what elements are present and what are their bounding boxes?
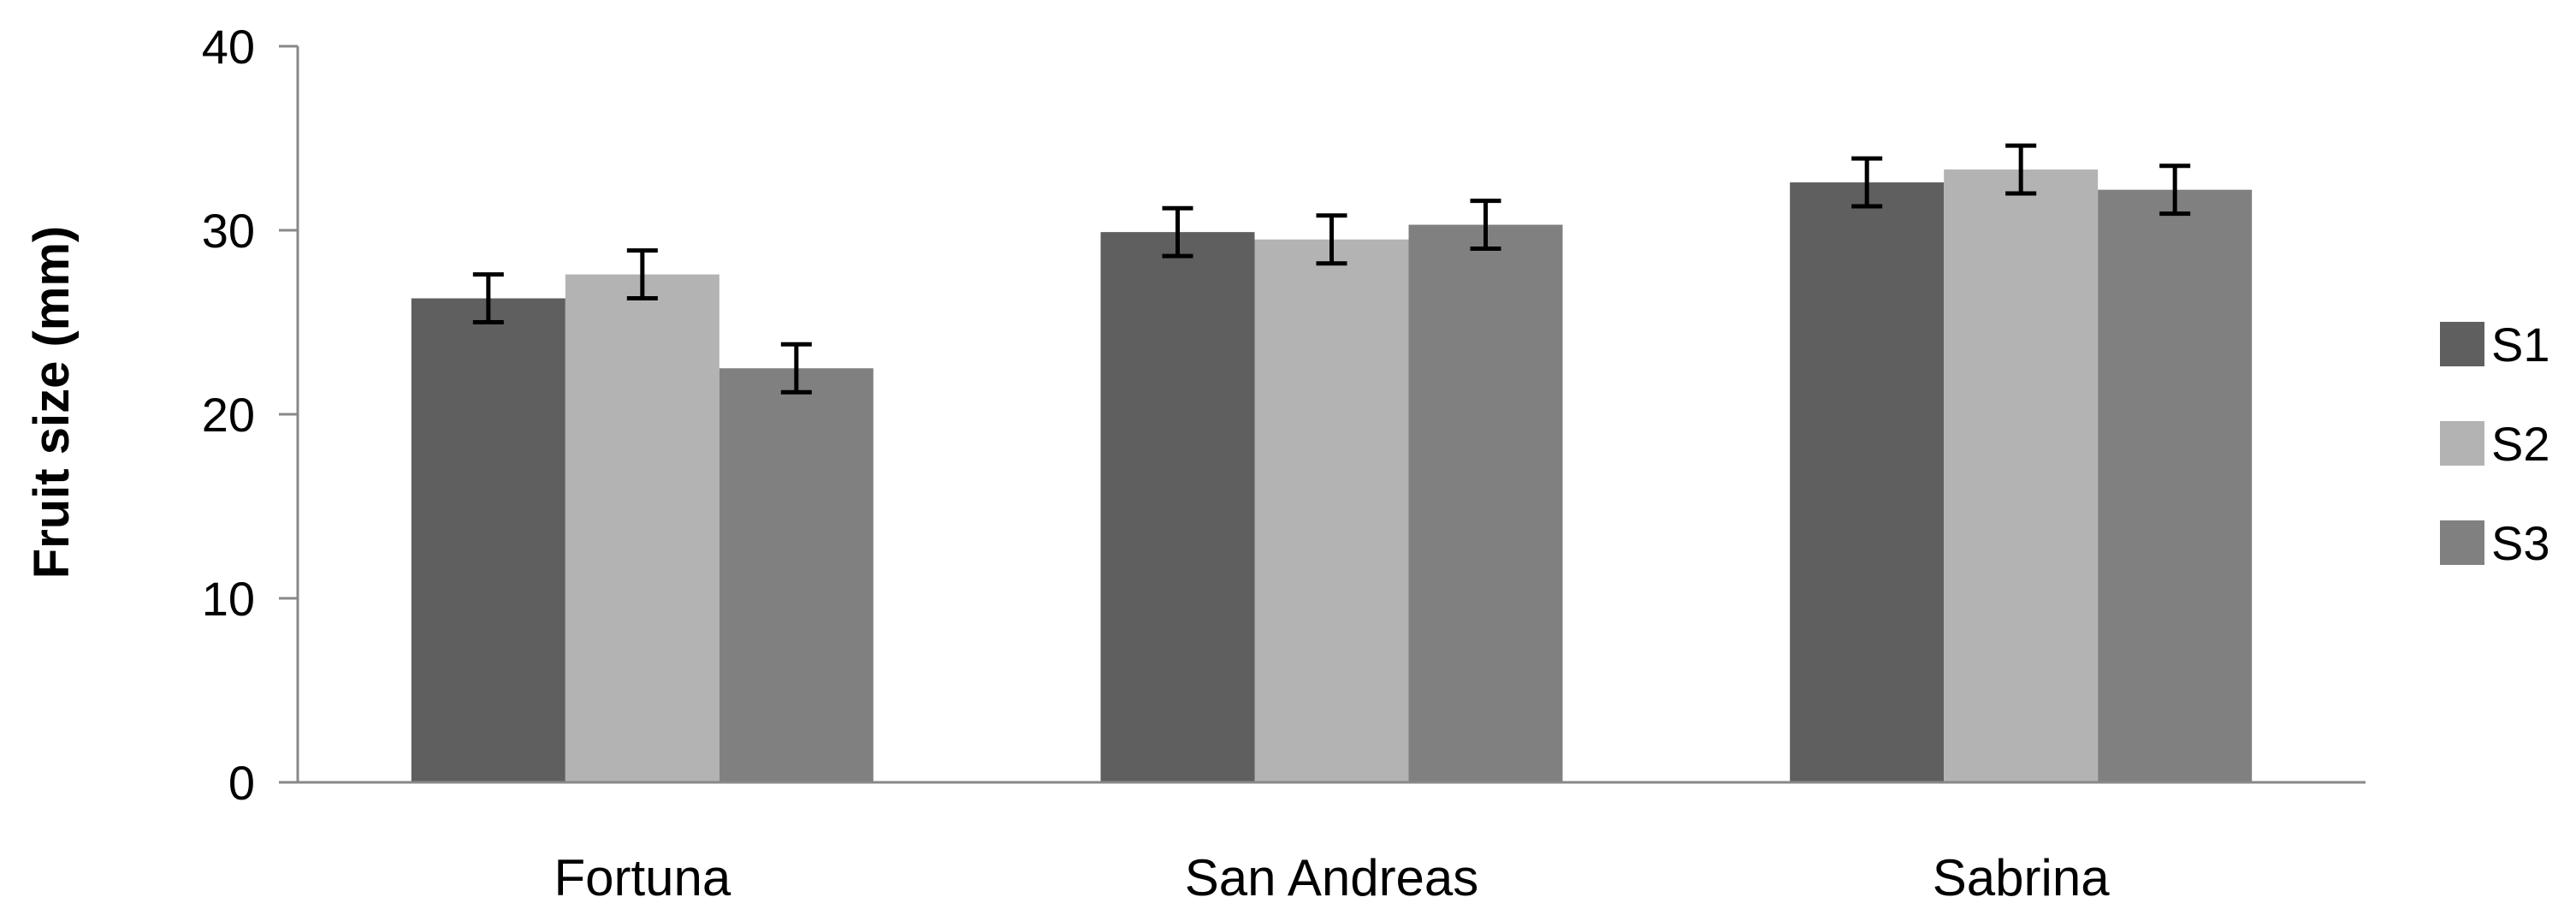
y-ticks-group: 0 10 20 30 40 bbox=[202, 20, 298, 810]
error-bars-group bbox=[472, 143, 2191, 395]
bar-s2-2 bbox=[1944, 169, 2099, 783]
bar-s1-0 bbox=[411, 298, 566, 782]
legend-swatch-s2 bbox=[2440, 421, 2484, 466]
bar-s2-1 bbox=[1254, 239, 1409, 782]
x-category-label-1: San Andreas bbox=[1185, 849, 1479, 906]
y-axis-title: Fruit size (mm) bbox=[24, 226, 80, 579]
bar-s3-0 bbox=[719, 368, 873, 782]
y-tick-label-40: 40 bbox=[202, 20, 255, 74]
bars-group bbox=[411, 169, 2253, 783]
y-tick-label-10: 10 bbox=[202, 572, 255, 626]
legend: S1 S2 S3 bbox=[2440, 318, 2550, 570]
x-category-label-0: Fortuna bbox=[554, 849, 731, 906]
bar-s3-1 bbox=[1408, 224, 1563, 782]
legend-label-s3: S3 bbox=[2491, 516, 2550, 570]
x-labels-group: Fortuna San Andreas Sabrina bbox=[554, 849, 2110, 906]
bar-s1-2 bbox=[1790, 182, 1945, 783]
bar-s2-0 bbox=[565, 274, 720, 783]
legend-swatch-s1 bbox=[2440, 322, 2484, 366]
bar-s1-1 bbox=[1100, 232, 1255, 782]
y-tick-label-30: 30 bbox=[202, 204, 255, 258]
legend-label-s1: S1 bbox=[2491, 318, 2550, 371]
legend-label-s2: S2 bbox=[2491, 417, 2550, 471]
bar-s3-2 bbox=[2098, 189, 2253, 782]
y-tick-label-20: 20 bbox=[202, 388, 255, 442]
legend-swatch-s3 bbox=[2440, 520, 2484, 565]
x-category-label-2: Sabrina bbox=[1933, 849, 2110, 906]
y-tick-label-0: 0 bbox=[228, 756, 255, 810]
